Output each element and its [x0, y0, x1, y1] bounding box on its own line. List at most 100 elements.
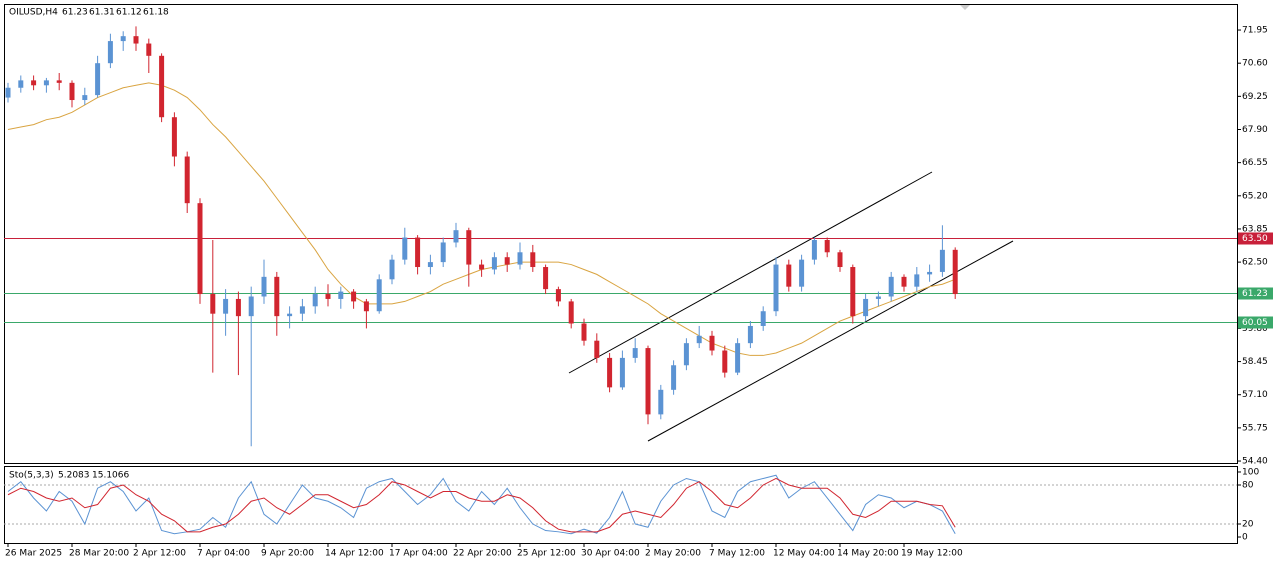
x-tick-label: 14 May 20:00 [837, 549, 899, 559]
stochastic-line [7, 477, 956, 533]
candle-body [927, 271, 933, 275]
level-label-box [1238, 287, 1273, 300]
candle-body [261, 276, 267, 297]
candle-body [747, 325, 753, 344]
candle-body [453, 230, 459, 243]
candle-body [466, 230, 472, 265]
x-tick-label: 19 May 12:00 [901, 549, 963, 559]
candle-body [594, 340, 600, 358]
indicator-value: 15.1066 [92, 471, 129, 481]
y-tick-label: 62.50 [1242, 258, 1268, 268]
candle-body [402, 237, 408, 260]
candle-body [171, 117, 177, 157]
channel-lower [647, 240, 1014, 442]
ohlc-value: 61.23 [62, 8, 88, 18]
x-tick-label: 22 Apr 20:00 [453, 549, 512, 559]
x-tick-label: 9 Apr 20:00 [261, 549, 314, 559]
level-label: 63.50 [1242, 234, 1268, 244]
candle-body [658, 389, 664, 415]
candle-body [875, 296, 881, 299]
candle-body [5, 87, 11, 98]
candle-body [811, 240, 817, 260]
chart-title: OILUSD,H4 [9, 8, 58, 18]
x-tick-label: 17 Apr 04:00 [389, 549, 448, 559]
candle-body [133, 36, 139, 44]
indicator-tick-label: 20 [1242, 520, 1254, 530]
candle-body [799, 259, 805, 287]
candle-body [504, 257, 510, 265]
main-panel [4, 4, 1238, 464]
candle-body [619, 357, 625, 388]
y-tick-label: 59.80 [1242, 324, 1268, 334]
moving-average [7, 82, 956, 356]
candle-body [31, 80, 37, 86]
channel-upper [568, 171, 933, 374]
candle-body [645, 348, 651, 415]
stochastic-line [7, 474, 956, 535]
candle-body [632, 348, 638, 358]
indicator-label: Sto(5,3,3) [9, 471, 54, 481]
candle-body [786, 264, 792, 287]
candle-body [671, 365, 677, 390]
candle-body [683, 343, 689, 366]
candle-body [824, 240, 830, 253]
candle-body [760, 311, 766, 326]
candle-body [287, 313, 293, 317]
ohlc-value: 61.31 [89, 8, 115, 18]
level-label-box [1238, 232, 1273, 245]
candle-body [543, 267, 549, 290]
candle-body [709, 335, 715, 351]
candle-body [555, 289, 561, 302]
candle-body [235, 298, 241, 317]
x-tick-label: 2 May 20:00 [645, 549, 701, 559]
ohlc-value: 61.12 [116, 8, 142, 18]
x-tick-label: 7 Apr 04:00 [197, 549, 250, 559]
level-label-box [1238, 316, 1273, 329]
y-tick-label: 58.45 [1242, 357, 1268, 367]
x-tick-label: 26 Mar 2025 [5, 549, 62, 559]
ohlc-value: 61.18 [143, 8, 169, 18]
candle-body [863, 298, 869, 317]
candle-body [901, 276, 907, 287]
candle-body [914, 274, 920, 287]
candle-body [312, 294, 318, 307]
y-tick-label: 69.25 [1242, 92, 1268, 102]
candle-body [735, 343, 741, 373]
shift-marker [960, 5, 970, 10]
candle-body [888, 276, 894, 297]
y-tick-label: 70.60 [1242, 59, 1268, 69]
candle-body [568, 301, 574, 324]
candle-body [184, 156, 190, 204]
y-tick-label: 63.85 [1242, 224, 1268, 234]
indicator-tick-label: 0 [1242, 533, 1248, 543]
x-tick-label: 12 May 04:00 [773, 549, 835, 559]
candle-body [299, 306, 305, 314]
y-tick-label: 71.95 [1242, 26, 1268, 36]
indicator-value: 5.2083 [58, 471, 90, 481]
candle-body [69, 82, 75, 101]
candle-body [850, 267, 856, 317]
candle-body [120, 36, 126, 42]
candle-body [351, 291, 357, 302]
candle-body [146, 43, 152, 56]
candle-body [952, 249, 958, 295]
candle-body [325, 294, 331, 299]
candle-body [107, 41, 113, 64]
indicator-tick-label: 80 [1242, 480, 1254, 490]
candle-body [491, 257, 497, 270]
x-tick-label: 25 Apr 12:00 [517, 549, 576, 559]
x-tick-label: 7 May 12:00 [709, 549, 765, 559]
candle-body [415, 237, 421, 268]
candle-body [43, 80, 49, 86]
candle-body [248, 296, 254, 317]
candle-body [440, 242, 446, 263]
y-tick-label: 65.20 [1242, 191, 1268, 201]
candle-body [530, 252, 536, 268]
candle-body [210, 294, 216, 314]
level-label: 60.05 [1242, 318, 1268, 328]
candle-body [773, 264, 779, 312]
indicator-tick-label: 100 [1242, 467, 1259, 477]
candle-body [479, 264, 485, 270]
